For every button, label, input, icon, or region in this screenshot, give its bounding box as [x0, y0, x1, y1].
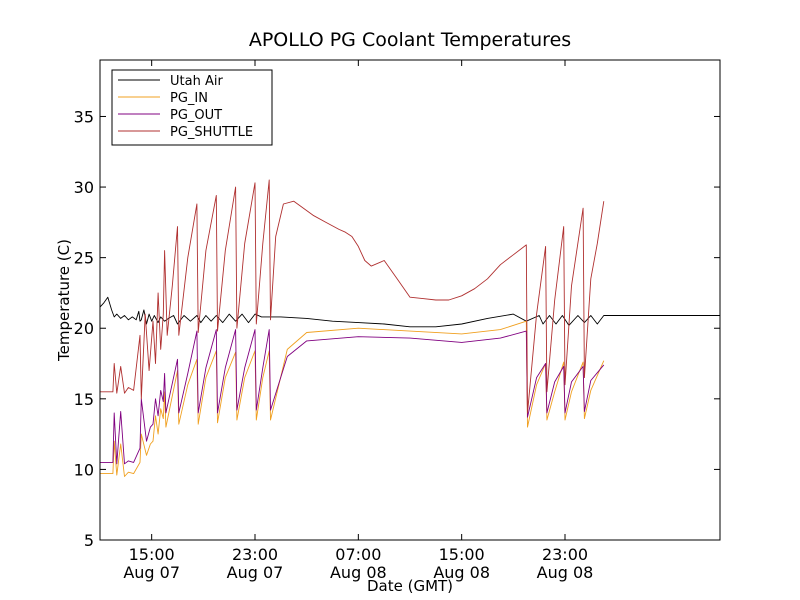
x-tick-label-time: 23:00 — [232, 545, 278, 564]
series-line-utah-air — [99, 296, 720, 328]
x-tick-label-date: Aug 08 — [537, 563, 594, 582]
x-tick-label-date: Aug 08 — [433, 563, 490, 582]
x-tick-label-time: 15:00 — [129, 545, 175, 564]
series-line-pg-shuttle — [100, 179, 605, 414]
y-tick-label: 20 — [74, 319, 94, 338]
y-tick-label: 30 — [74, 178, 94, 197]
y-tick-label: 10 — [74, 460, 94, 479]
x-tick-label-time: 15:00 — [439, 545, 485, 564]
x-tick-label-time: 23:00 — [542, 545, 588, 564]
chart-title: APOLLO PG Coolant Temperatures — [249, 29, 571, 51]
legend-label: Utah Air — [170, 74, 223, 89]
y-tick-label: 25 — [74, 249, 94, 268]
x-tick-label-date: Aug 07 — [227, 563, 284, 582]
legend-label: PG_IN — [170, 91, 208, 106]
plot-area-frame — [99, 59, 721, 541]
y-tick-label: 15 — [74, 390, 94, 409]
legend-label: PG_SHUTTLE — [170, 125, 253, 140]
x-tick-label-date: Aug 08 — [330, 563, 387, 582]
x-axis-label: Date (GMT) — [367, 577, 453, 595]
y-axis-label: Temperature (C) — [55, 239, 73, 362]
x-tick-label-time: 07:00 — [335, 545, 381, 564]
legend-box — [111, 69, 273, 146]
legend-label: PG_OUT — [170, 108, 222, 123]
legend: Utah Air PG_IN PG_OUT PG_SHUTTLE — [111, 69, 273, 146]
x-tick-label-date: Aug 07 — [123, 563, 180, 582]
y-tick-label: 35 — [74, 107, 94, 126]
y-tick-label: 5 — [84, 531, 94, 550]
series-layer — [99, 179, 720, 477]
